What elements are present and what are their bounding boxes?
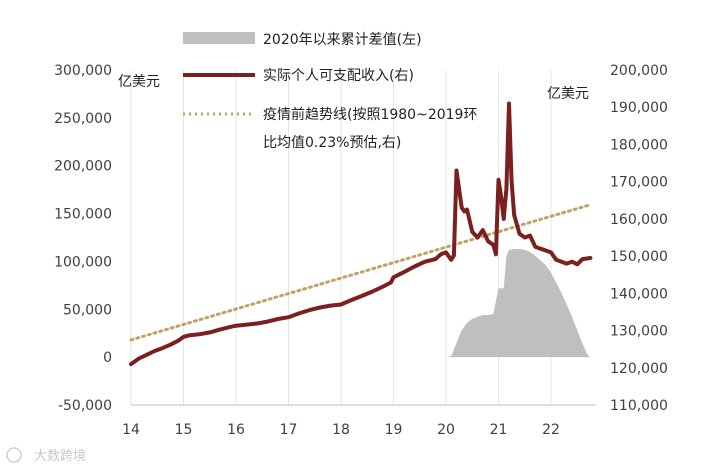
x-tick-label: 21 [490, 422, 508, 438]
watermark-logo-icon [6, 447, 22, 463]
left-tick-label: 150,000 [54, 207, 112, 223]
x-tick-label: 15 [175, 422, 193, 438]
left-tick-label: 100,000 [54, 254, 112, 270]
x-tick-label: 14 [122, 422, 140, 438]
left-tick-label: 250,000 [54, 111, 112, 127]
left-axis-unit: 亿美元 [118, 74, 160, 90]
right-tick-label: 110,000 [610, 398, 668, 414]
right-tick-label: 120,000 [610, 361, 668, 377]
right-tick-label: 150,000 [610, 249, 668, 265]
right-axis-ticks: 110,000 120,000 130,000 140,000 150,000 160,0… [610, 63, 668, 414]
x-axis-ticks: 14 15 16 17 18 19 20 21 22 [122, 422, 560, 438]
left-tick-label: -50,000 [58, 398, 112, 414]
x-tick-label: 19 [385, 422, 403, 438]
left-tick-label: 0 [103, 350, 112, 366]
x-tick-label: 16 [227, 422, 245, 438]
right-tick-label: 140,000 [610, 286, 668, 302]
x-tick-label: 17 [280, 422, 298, 438]
left-tick-label: 50,000 [63, 302, 112, 318]
legend-swatch-area [183, 32, 255, 44]
area-series-layer [446, 249, 591, 358]
left-tick-label: 300,000 [54, 63, 112, 79]
right-tick-label: 180,000 [610, 137, 668, 153]
legend-label-income: 实际个人可支配收入(右) [263, 68, 414, 84]
right-tick-label: 130,000 [610, 324, 668, 340]
x-tick-label: 20 [437, 422, 455, 438]
x-tick-label: 18 [332, 422, 350, 438]
right-axis-unit: 亿美元 [547, 86, 589, 102]
watermark-text: 大数跨境 [34, 449, 86, 464]
legend: 2020年以来累计差值(左) 实际个人可支配收入(右) 疫情前趋势线(按照198… [183, 32, 477, 151]
x-tick-label: 22 [542, 422, 560, 438]
left-axis-ticks: -50,000 0 50,000 100,000 150,000 200,000 250,0… [54, 63, 112, 414]
legend-label-trend-line2: 比均值0.23%预估,右) [263, 135, 401, 151]
right-tick-label: 200,000 [610, 63, 668, 79]
series-line-disposable-income [129, 101, 593, 367]
right-tick-label: 160,000 [610, 212, 668, 228]
watermark: 大数跨境 [6, 447, 86, 464]
series-line-pre-pandemic-trend [129, 203, 592, 342]
left-tick-label: 200,000 [54, 159, 112, 175]
series-area-cumulative-diff [446, 249, 591, 358]
x-gridlines [130, 70, 552, 405]
right-tick-label: 190,000 [610, 100, 668, 116]
legend-label-area: 2020年以来累计差值(左) [263, 32, 422, 48]
line-series-layer [129, 101, 593, 367]
legend-label-trend-line1: 疫情前趋势线(按照1980~2019环 [263, 106, 477, 123]
right-tick-label: 170,000 [610, 175, 668, 191]
